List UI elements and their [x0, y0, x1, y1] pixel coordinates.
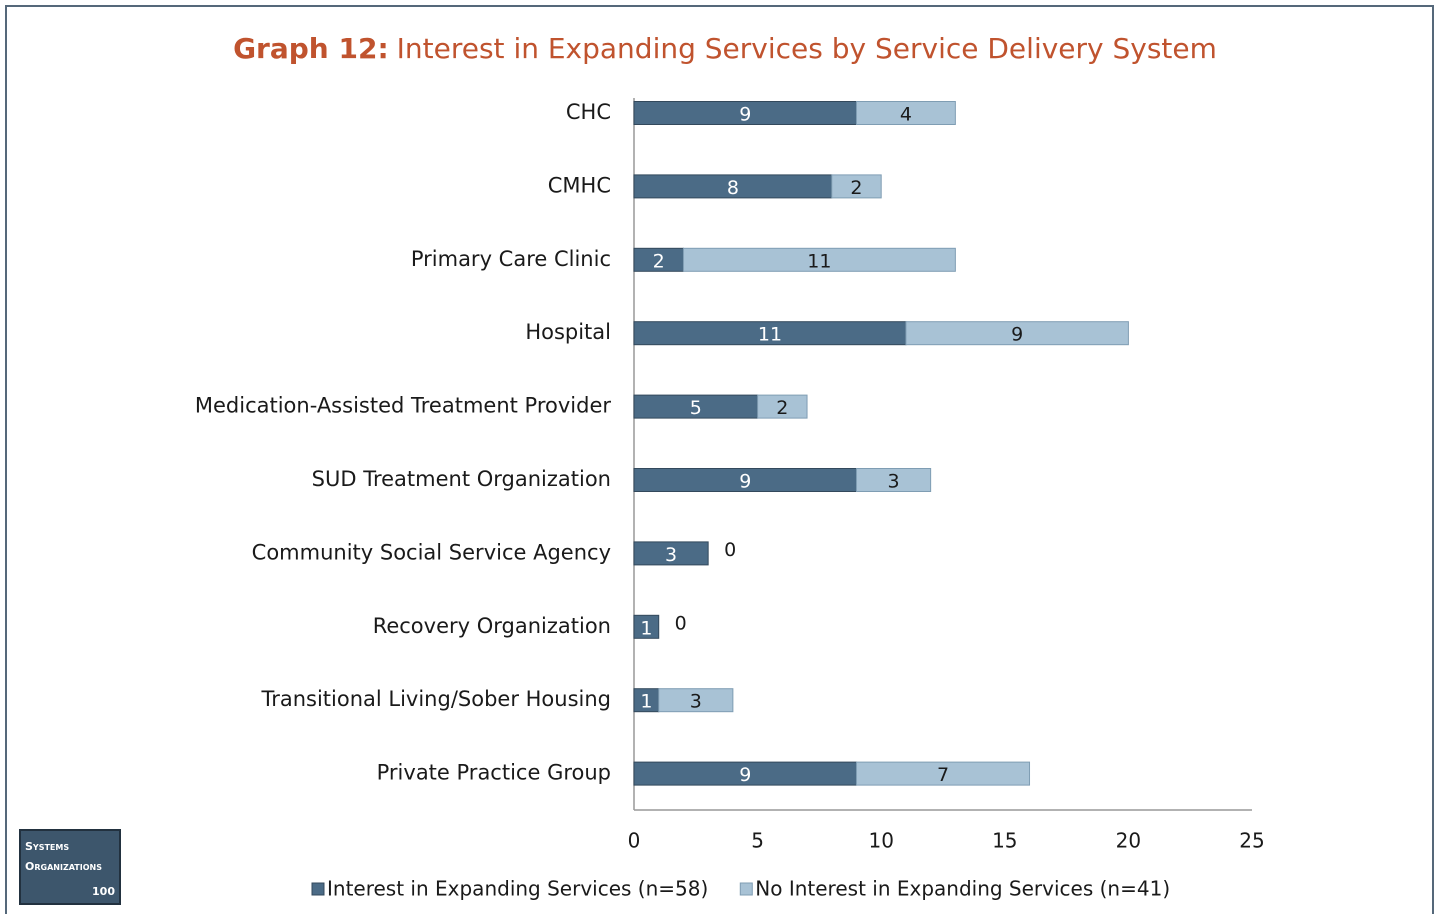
- bar-segment: [682, 247, 956, 272]
- y-tick-label: Medication-Assisted Treatment Provider: [195, 394, 612, 418]
- value-label: 11: [807, 250, 831, 272]
- value-label: 3: [690, 691, 702, 713]
- value-label: 9: [1011, 324, 1023, 346]
- bar-segment: [905, 321, 1129, 346]
- y-tick-label: Transitional Living/Sober Housing: [260, 687, 611, 711]
- value-label: 5: [690, 397, 702, 419]
- y-tick-label: CMHC: [548, 173, 611, 197]
- bar-segment: [757, 394, 808, 419]
- title-prefix: Graph 12:: [233, 32, 389, 65]
- x-tick-label: 20: [1116, 829, 1141, 853]
- value-label: 2: [653, 250, 665, 272]
- x-tick-label: 0: [628, 829, 641, 853]
- bar-segment: [855, 101, 956, 125]
- x-tick-label: 10: [868, 829, 893, 853]
- bar-segment: [855, 468, 932, 492]
- value-label: 4: [900, 104, 912, 126]
- value-label: 11: [758, 324, 782, 346]
- bar-segment: [633, 614, 660, 639]
- y-tick-label: Recovery Organization: [373, 614, 611, 638]
- value-label: 3: [888, 471, 900, 493]
- legend-label: Interest in Expanding Services (n=58): [327, 877, 708, 901]
- badge-line: Systems: [25, 840, 69, 853]
- bar-segment: [831, 174, 882, 199]
- x-tick-label: 15: [992, 829, 1017, 853]
- bar-segment: [633, 541, 709, 566]
- value-label: 7: [937, 764, 949, 786]
- bar-segment: [658, 688, 734, 713]
- value-label: 1: [640, 617, 652, 639]
- value-label: 8: [727, 177, 739, 199]
- frame: [5, 5, 1434, 914]
- badge: Systems Organizations 100: [19, 829, 121, 905]
- y-tick-label: CHC: [566, 100, 611, 124]
- y-tick-label: Primary Care Clinic: [411, 247, 611, 271]
- value-label: 3: [665, 544, 677, 566]
- badge-box: [19, 829, 121, 905]
- value-label: 9: [739, 104, 751, 126]
- badge-line: Organizations: [25, 860, 102, 873]
- value-label: 0: [724, 539, 736, 561]
- y-tick-label: Community Social Service Agency: [252, 540, 611, 564]
- legend-swatch: [739, 882, 753, 896]
- badge-number: 100: [92, 885, 115, 898]
- y-tick-label: SUD Treatment Organization: [312, 467, 611, 491]
- value-label: 1: [640, 691, 652, 713]
- value-label: 9: [739, 471, 751, 493]
- y-tick-label: Private Practice Group: [377, 761, 611, 785]
- value-label: 9: [739, 764, 751, 786]
- chart-title: Graph 12: Interest in Expanding Services …: [233, 32, 1217, 65]
- legend-label: No Interest in Expanding Services (n=41): [755, 877, 1170, 901]
- value-label: 2: [776, 397, 788, 419]
- value-label: 0: [675, 612, 687, 634]
- bar-segment: [855, 761, 1031, 786]
- x-tick-label: 5: [751, 829, 764, 853]
- legend-swatch: [311, 882, 325, 896]
- value-label: 2: [850, 177, 862, 199]
- y-tick-label: Hospital: [525, 320, 611, 344]
- x-tick-label: 25: [1239, 829, 1264, 853]
- title-text: Interest in Expanding Services by Servic…: [397, 32, 1217, 65]
